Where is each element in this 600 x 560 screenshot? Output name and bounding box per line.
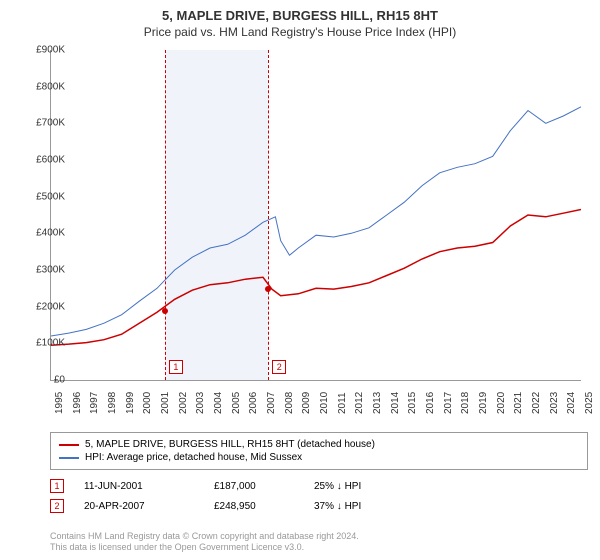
transaction-pct: 25% ↓ HPI [314, 481, 434, 492]
x-axis-label: 2015 [407, 392, 418, 414]
x-axis-label: 1998 [107, 392, 118, 414]
y-axis-label: £700K [36, 118, 65, 129]
transaction-date: 11-JUN-2001 [84, 481, 214, 492]
x-axis-label: 1995 [54, 392, 65, 414]
footer-line: Contains HM Land Registry data © Crown c… [50, 531, 359, 543]
y-axis-label: £100K [36, 338, 65, 349]
y-axis-label: £800K [36, 81, 65, 92]
x-axis-label: 2000 [142, 392, 153, 414]
x-axis-label: 2012 [354, 392, 365, 414]
transaction-row: 1 11-JUN-2001 £187,000 25% ↓ HPI [50, 476, 570, 496]
x-axis-label: 2003 [195, 392, 206, 414]
legend-item-property: 5, MAPLE DRIVE, BURGESS HILL, RH15 8HT (… [59, 438, 579, 451]
chart-svg [51, 50, 581, 380]
x-axis-label: 2020 [496, 392, 507, 414]
legend-label: HPI: Average price, detached house, Mid … [85, 452, 302, 463]
chart-container: 5, MAPLE DRIVE, BURGESS HILL, RH15 8HT P… [0, 0, 600, 560]
x-axis-label: 2010 [319, 392, 330, 414]
x-axis-label: 2001 [160, 392, 171, 414]
legend: 5, MAPLE DRIVE, BURGESS HILL, RH15 8HT (… [50, 432, 588, 470]
chart-title: 5, MAPLE DRIVE, BURGESS HILL, RH15 8HT [0, 0, 600, 23]
y-axis-label: £400K [36, 228, 65, 239]
chart-plot-area: 12 [50, 50, 581, 381]
x-axis-label: 2025 [584, 392, 595, 414]
x-axis-label: 2007 [266, 392, 277, 414]
footer-line: This data is licensed under the Open Gov… [50, 542, 359, 554]
x-axis-label: 2017 [443, 392, 454, 414]
x-axis-label: 2011 [337, 392, 348, 414]
x-axis-label: 2004 [213, 392, 224, 414]
x-axis-label: 2021 [513, 392, 524, 414]
x-axis-label: 2013 [372, 392, 383, 414]
legend-swatch [59, 444, 79, 446]
x-axis-label: 2014 [390, 392, 401, 414]
transaction-row: 2 20-APR-2007 £248,950 37% ↓ HPI [50, 496, 570, 516]
transaction-pct: 37% ↓ HPI [314, 501, 434, 512]
x-axis-label: 2008 [284, 392, 295, 414]
transaction-point [265, 286, 271, 292]
transactions-table: 1 11-JUN-2001 £187,000 25% ↓ HPI 2 20-AP… [50, 476, 570, 516]
x-axis-label: 2023 [549, 392, 560, 414]
x-axis-label: 2002 [178, 392, 189, 414]
y-axis-label: £0 [54, 375, 65, 386]
x-axis-label: 2009 [301, 392, 312, 414]
series-hpi [51, 107, 581, 336]
transaction-date: 20-APR-2007 [84, 501, 214, 512]
transaction-marker: 2 [50, 499, 64, 513]
legend-swatch [59, 457, 79, 459]
transaction-price: £187,000 [214, 481, 314, 492]
x-axis-label: 1997 [89, 392, 100, 414]
y-axis-label: £600K [36, 155, 65, 166]
legend-label: 5, MAPLE DRIVE, BURGESS HILL, RH15 8HT (… [85, 439, 375, 450]
transaction-price: £248,950 [214, 501, 314, 512]
x-axis-label: 2024 [566, 392, 577, 414]
x-axis-label: 1996 [72, 392, 83, 414]
legend-item-hpi: HPI: Average price, detached house, Mid … [59, 451, 579, 464]
x-axis-label: 2022 [531, 392, 542, 414]
x-axis-label: 1999 [125, 392, 136, 414]
y-axis-label: £300K [36, 265, 65, 276]
x-axis-label: 2005 [231, 392, 242, 414]
x-axis-label: 2006 [248, 392, 259, 414]
y-axis-label: £900K [36, 45, 65, 56]
x-axis-label: 2018 [460, 392, 471, 414]
footer: Contains HM Land Registry data © Crown c… [50, 531, 359, 554]
chart-subtitle: Price paid vs. HM Land Registry's House … [0, 23, 600, 39]
series-property [51, 210, 581, 346]
y-axis-label: £200K [36, 301, 65, 312]
x-axis-label: 2016 [425, 392, 436, 414]
x-axis-label: 2019 [478, 392, 489, 414]
transaction-marker: 1 [50, 479, 64, 493]
y-axis-label: £500K [36, 191, 65, 202]
transaction-point [162, 308, 168, 314]
